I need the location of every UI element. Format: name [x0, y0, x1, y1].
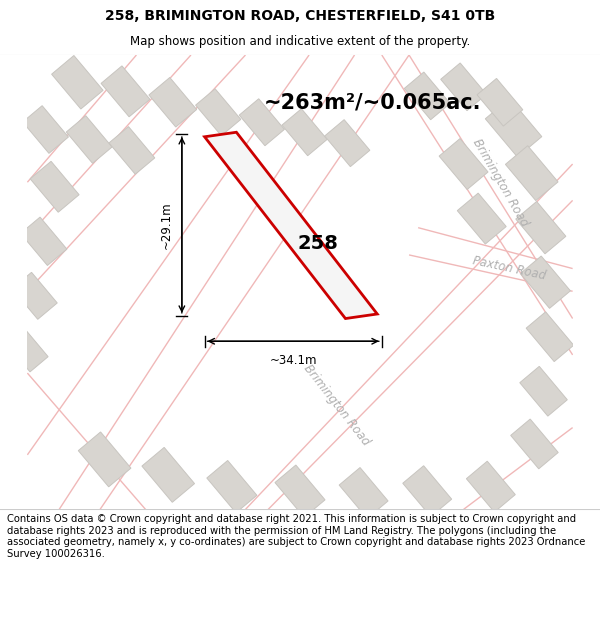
Text: ~34.1m: ~34.1m	[269, 354, 317, 367]
Polygon shape	[505, 146, 558, 201]
Polygon shape	[477, 78, 523, 126]
Polygon shape	[404, 72, 450, 120]
Polygon shape	[520, 366, 568, 416]
Text: Paxton Road: Paxton Road	[471, 254, 547, 282]
Polygon shape	[485, 98, 542, 157]
Polygon shape	[196, 89, 241, 136]
Polygon shape	[30, 161, 79, 212]
Text: Map shows position and indicative extent of the property.: Map shows position and indicative extent…	[130, 35, 470, 48]
Polygon shape	[66, 116, 112, 163]
Polygon shape	[339, 468, 388, 519]
Text: Brimington Road: Brimington Road	[301, 362, 372, 448]
Polygon shape	[78, 432, 131, 487]
Text: Brimington Road: Brimington Road	[470, 136, 530, 228]
Text: 258, BRIMINGTON ROAD, CHESTERFIELD, S41 0TB: 258, BRIMINGTON ROAD, CHESTERFIELD, S41 …	[105, 9, 495, 24]
Polygon shape	[20, 217, 67, 266]
Polygon shape	[52, 56, 103, 109]
Polygon shape	[207, 461, 257, 513]
Polygon shape	[325, 119, 370, 167]
Polygon shape	[457, 193, 506, 244]
Text: 258: 258	[298, 234, 338, 253]
Polygon shape	[516, 201, 566, 254]
Polygon shape	[440, 63, 487, 111]
Polygon shape	[101, 66, 150, 117]
Text: ~263m²/~0.065ac.: ~263m²/~0.065ac.	[263, 92, 481, 112]
Polygon shape	[466, 461, 515, 512]
Polygon shape	[439, 139, 488, 189]
Polygon shape	[282, 109, 327, 156]
Text: Contains OS data © Crown copyright and database right 2021. This information is : Contains OS data © Crown copyright and d…	[7, 514, 586, 559]
Polygon shape	[511, 419, 558, 469]
Polygon shape	[275, 465, 325, 518]
Polygon shape	[239, 99, 284, 146]
Polygon shape	[7, 329, 48, 372]
Polygon shape	[526, 312, 574, 362]
Polygon shape	[23, 106, 68, 153]
Polygon shape	[403, 466, 452, 517]
Text: ~29.1m: ~29.1m	[160, 201, 173, 249]
Polygon shape	[520, 256, 571, 308]
Polygon shape	[12, 272, 57, 319]
Polygon shape	[205, 132, 377, 319]
Polygon shape	[109, 127, 155, 174]
Polygon shape	[142, 448, 194, 503]
Polygon shape	[149, 78, 197, 127]
